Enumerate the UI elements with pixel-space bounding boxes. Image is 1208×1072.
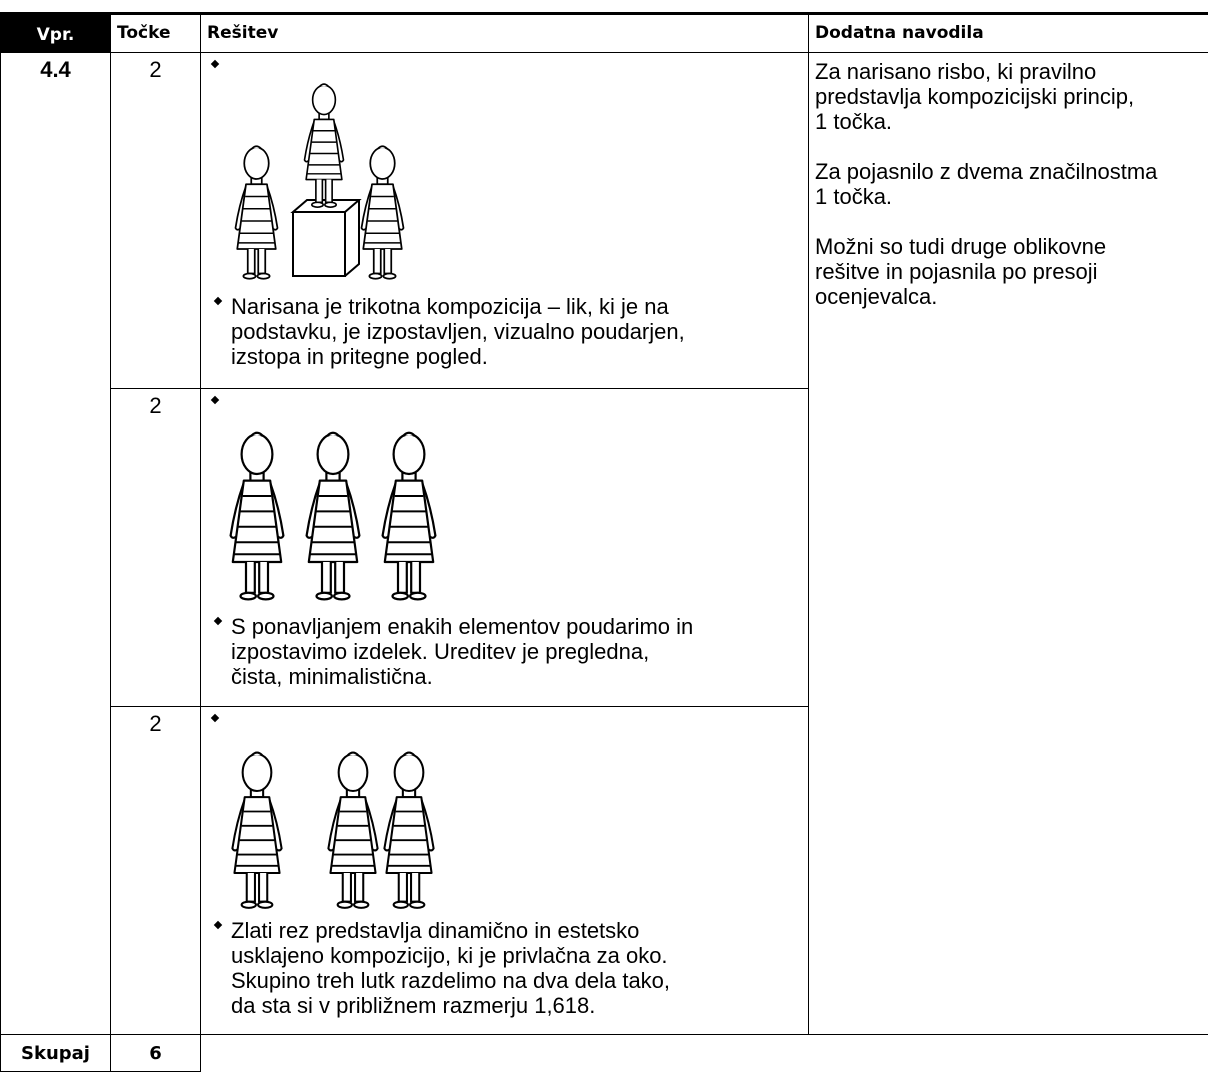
- text-line: čista, minimalistična.: [231, 664, 802, 689]
- text-line: Zlati rez predstavlja dinamično in estet…: [231, 918, 802, 943]
- drawing: [209, 736, 469, 918]
- bullet: [211, 714, 219, 722]
- text-line: usklajeno kompozicijo, ki je privlačna z…: [231, 943, 802, 968]
- solution-text: Narisana je trikotna kompozicija – lik, …: [209, 294, 802, 369]
- solution-cell: S ponavljanjem enakih elementov poudarim…: [201, 389, 809, 707]
- note-line: Možni so tudi druge oblikovne: [815, 234, 1106, 259]
- drawing: [209, 418, 469, 614]
- item-points: 2: [111, 53, 201, 389]
- item-points: 2: [111, 389, 201, 707]
- note-line: 1 točka.: [815, 109, 892, 134]
- drawing: [209, 82, 449, 294]
- header-question: Vpr.: [1, 14, 111, 53]
- scoring-table: Vpr. Točke Rešitev Dodatna navodila 4.4 …: [0, 12, 1208, 1072]
- header-row: Vpr. Točke Rešitev Dodatna navodila: [1, 14, 1208, 53]
- item-row: 4.4 2 Narisana je trikotna kompozicija –…: [1, 53, 1208, 389]
- text-line: Skupino treh lutk razdelimo na dva dela …: [231, 968, 802, 993]
- header-points: Točke: [111, 14, 201, 53]
- note-line: Za pojasnilo z dvema značilnostma: [815, 159, 1157, 184]
- note-line: ocenjevalca.: [815, 284, 937, 309]
- total-row: Skupaj 6: [1, 1035, 1208, 1072]
- total-points: 6: [111, 1035, 201, 1072]
- total-label: Skupaj: [1, 1035, 111, 1072]
- solution-cell: Zlati rez predstavlja dinamično in estet…: [201, 707, 809, 1035]
- text-line: Narisana je trikotna kompozicija – lik, …: [231, 294, 802, 319]
- table: Vpr. Točke Rešitev Dodatna navodila 4.4 …: [0, 12, 1208, 1072]
- solution-cell: Narisana je trikotna kompozicija – lik, …: [201, 53, 809, 389]
- question-number: 4.4: [1, 53, 111, 1035]
- text-line: izstopa in pritegne pogled.: [231, 344, 802, 369]
- header-notes: Dodatna navodila: [809, 14, 1208, 53]
- header-solution: Rešitev: [201, 14, 809, 53]
- solution-text: S ponavljanjem enakih elementov poudarim…: [209, 614, 802, 689]
- text-line: da sta si v približnem razmerju 1,618.: [231, 993, 802, 1018]
- text-line: S ponavljanjem enakih elementov poudarim…: [231, 614, 802, 639]
- bullet: [211, 396, 219, 404]
- empty-cell: [201, 1035, 1208, 1072]
- solution-text: Zlati rez predstavlja dinamično in estet…: [209, 918, 802, 1018]
- text-line: izpostavimo izdelek. Ureditev je pregled…: [231, 639, 802, 664]
- item-points: 2: [111, 707, 201, 1035]
- note-line: 1 točka.: [815, 184, 892, 209]
- note-line: rešitve in pojasnila po presoji: [815, 259, 1098, 284]
- text-line: podstavku, je izpostavljen, vizualno pou…: [231, 319, 802, 344]
- bullet: [211, 60, 219, 68]
- note-line: Za narisano risbo, ki pravilno: [815, 59, 1096, 84]
- note-line: predstavlja kompozicijski princip,: [815, 84, 1134, 109]
